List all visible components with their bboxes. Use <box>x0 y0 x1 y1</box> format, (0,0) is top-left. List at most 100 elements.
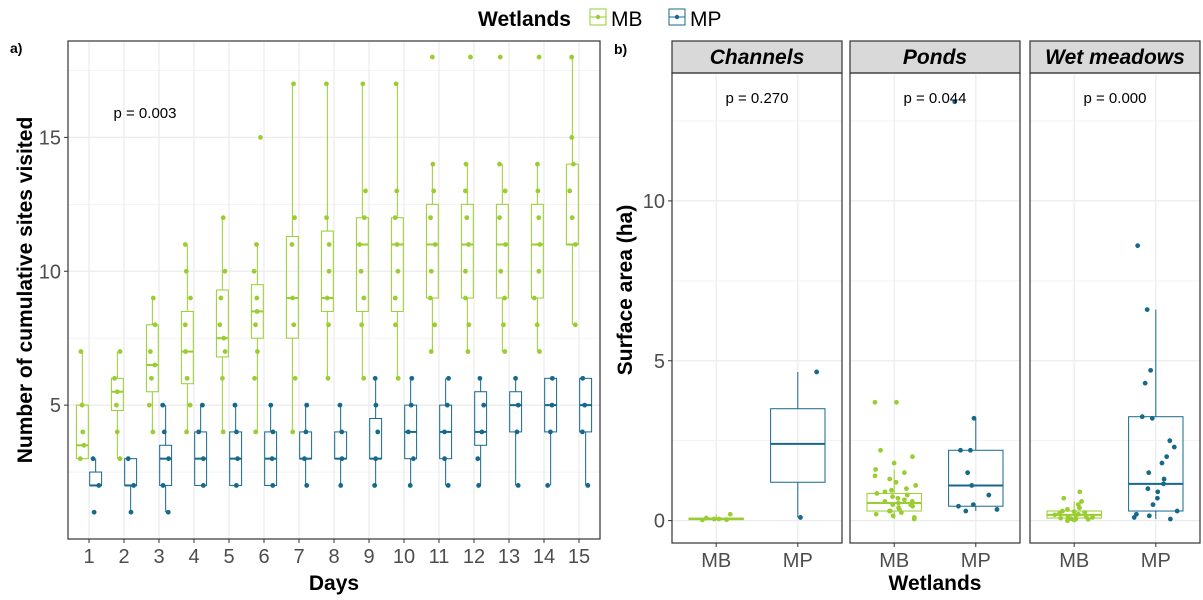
data-point-mp <box>160 483 166 488</box>
facet-border <box>849 72 1021 544</box>
data-point-mb <box>463 161 469 167</box>
x-tick-label: 8 <box>328 546 339 568</box>
data-point-mb <box>465 349 471 354</box>
data-point-mb <box>221 335 227 341</box>
facet-border <box>671 72 843 544</box>
data-point-mp <box>1171 444 1177 450</box>
boxplot-mb <box>285 83 299 432</box>
data-point-mb <box>220 429 226 435</box>
data-point-mp <box>580 429 585 435</box>
x-tick-label: 14 <box>533 546 555 568</box>
data-point-mp <box>269 456 275 462</box>
data-point-mb <box>498 268 504 274</box>
data-point-mb <box>891 460 897 466</box>
data-point-mb <box>569 215 575 221</box>
facet-channels: Channels MB MP p = 0.270 <box>671 40 843 572</box>
data-point-mp <box>304 402 310 408</box>
data-point-mb <box>895 495 901 501</box>
facet-gridlines <box>672 73 842 543</box>
data-point-mb <box>117 456 123 462</box>
data-point-mb <box>394 188 400 194</box>
panel-a-x-axis-title: Days <box>309 572 359 595</box>
data-point-mp <box>1167 516 1173 522</box>
data-point-mb <box>1052 512 1058 518</box>
data-point-mb <box>292 375 298 381</box>
data-point-mb <box>324 215 329 221</box>
data-point-mp <box>268 402 274 408</box>
data-point-mb <box>150 295 156 301</box>
facet-wet-meadows: Wet meadows MB MP p = 0.000 <box>1029 40 1201 572</box>
data-point-mb <box>428 268 434 274</box>
box-iqr <box>285 235 299 339</box>
data-point-mp <box>1135 243 1141 249</box>
data-point-mb <box>114 429 120 435</box>
box-iqr <box>509 391 523 433</box>
data-point-mb <box>535 188 541 194</box>
data-point-mp <box>1145 486 1151 492</box>
data-point-mp <box>233 483 239 488</box>
data-point-mb <box>358 268 364 274</box>
data-point-mp <box>339 456 345 462</box>
data-point-mb <box>183 268 189 274</box>
boxplot-mp <box>579 377 593 486</box>
data-point-mp <box>128 509 134 515</box>
data-point-mb <box>890 502 896 508</box>
panel-b-x-axis-title: Wetlands <box>889 572 982 595</box>
data-point-mp <box>303 429 309 435</box>
legend-label-mb: MB <box>611 8 643 31</box>
data-point-mp <box>549 375 555 381</box>
data-point-mb <box>882 489 888 495</box>
x-tick-label: 5 <box>223 546 234 568</box>
data-point-mb <box>873 511 879 517</box>
data-point-mb <box>363 188 368 194</box>
data-point-mb <box>290 295 295 301</box>
data-point-mb <box>894 399 899 405</box>
data-point-mp <box>1161 476 1167 482</box>
box-iqr <box>159 444 173 486</box>
data-point-mb <box>323 81 329 87</box>
data-point-mb <box>904 492 910 498</box>
x-tick-label: 4 <box>188 546 199 568</box>
data-point-mb <box>502 295 507 301</box>
x-tick-label: 13 <box>498 546 520 568</box>
data-point-mb <box>501 322 506 328</box>
box-iqr <box>299 431 313 460</box>
data-point-mb <box>81 442 87 448</box>
data-point-mb <box>571 161 576 167</box>
x-tick-label: 11 <box>429 546 450 568</box>
data-point-mb <box>252 375 257 381</box>
data-point-mb <box>253 429 259 435</box>
data-point-mp <box>232 402 238 408</box>
p-value-annotation: p = 0.044 <box>904 90 967 107</box>
data-point-mb <box>904 486 909 492</box>
data-point-mb <box>1073 516 1079 522</box>
box-iqr <box>215 289 229 358</box>
data-point-mp <box>131 483 137 488</box>
y-tick-label: 0 <box>654 511 665 533</box>
data-point-mb <box>393 81 399 87</box>
x-tick-label: 1 <box>83 546 94 568</box>
box-iqr <box>334 431 348 460</box>
data-point-mb <box>882 499 888 504</box>
data-point-mb <box>77 456 83 462</box>
data-point-mb <box>152 362 158 368</box>
data-point-mb <box>463 188 468 194</box>
data-point-mb <box>537 242 543 247</box>
box-iqr <box>948 449 1004 507</box>
data-point-mb <box>893 479 899 485</box>
data-point-mb <box>878 447 883 453</box>
data-point-mb <box>361 295 367 301</box>
legend-label-mp: MP <box>690 8 722 31</box>
data-point-mp <box>548 429 553 435</box>
data-point-mb <box>79 402 85 408</box>
data-point-mp <box>373 456 379 462</box>
data-point-mp <box>409 375 415 381</box>
data-point-mb <box>184 375 190 381</box>
data-point-mb <box>464 215 470 221</box>
data-point-mp <box>1150 502 1156 508</box>
data-point-mb <box>431 188 437 194</box>
data-point-mb <box>913 483 919 488</box>
data-point-mb <box>427 295 433 301</box>
